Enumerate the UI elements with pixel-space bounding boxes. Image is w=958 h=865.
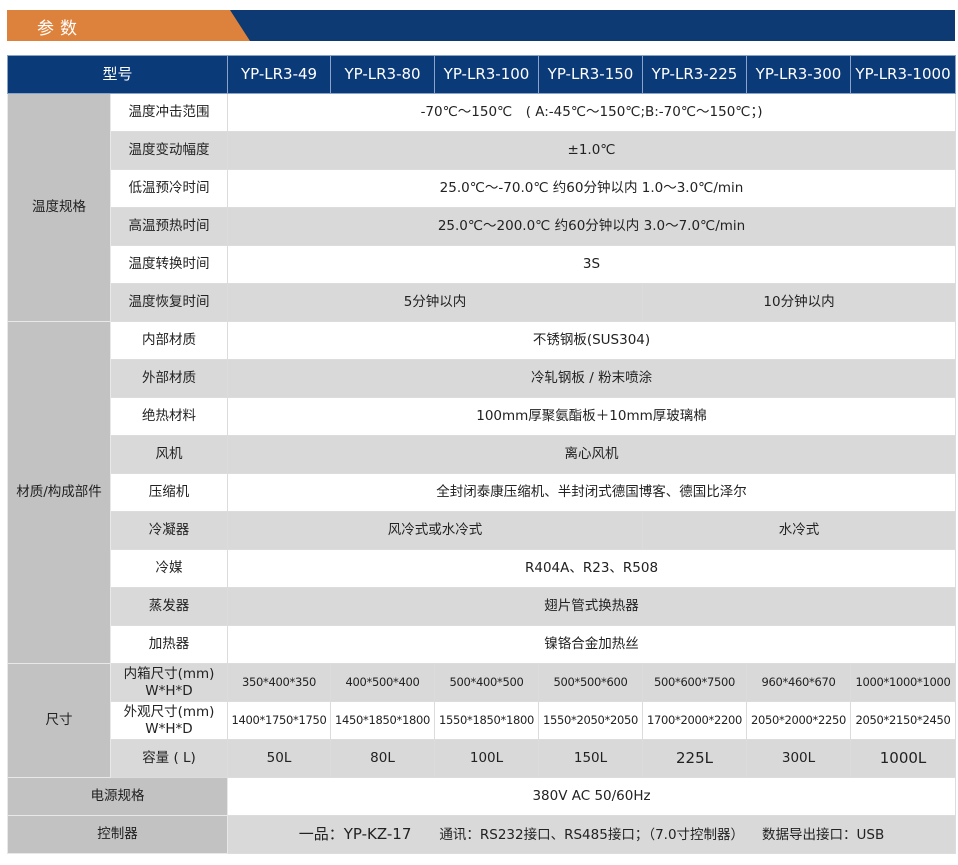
table-row: 尺寸 内箱尺寸(mm) W*H*D 350*400*350 400*500*400 500… bbox=[7, 663, 957, 778]
row-label: 蒸发器 bbox=[109, 587, 229, 626]
model-name: YP-LR3-300 bbox=[746, 55, 852, 94]
table-row: 蒸发器 翅片管式换热器 bbox=[8, 587, 957, 626]
row-value: ±1.0℃ bbox=[227, 131, 957, 170]
table-row: 温度变动幅度 ±1.0℃ bbox=[8, 131, 957, 170]
row-value: 300L bbox=[746, 739, 852, 778]
row-value: 150L bbox=[538, 739, 644, 778]
power-label: 电源规格 bbox=[6, 777, 229, 816]
row-value: 1550*1850*1800 bbox=[434, 701, 540, 740]
row-label: 加热器 bbox=[109, 625, 229, 664]
table-row: 材质/构成部件 内部材质 不锈钢板(SUS304) bbox=[7, 321, 957, 664]
table-row: 冷媒 R404A、R23、R508 bbox=[8, 549, 957, 588]
row-value: 1550*2050*2050 bbox=[538, 701, 644, 740]
group-label: 温度规格 bbox=[7, 93, 111, 322]
model-name: YP-LR3-49 bbox=[227, 55, 332, 94]
row-label: 内部材质 bbox=[109, 321, 229, 360]
controller-export: 数据导出接口：USB bbox=[762, 826, 885, 843]
row-value: 镍铬合金加热丝 bbox=[227, 625, 957, 664]
table-row: 冷凝器 风冷式或水冷式 水冷式 bbox=[8, 511, 957, 550]
spec-table: 型号 YP-LR3-49 YP-LR3-80 YP-LR3-100 YP-LR3-150… bbox=[6, 55, 957, 854]
row-label: 压缩机 bbox=[109, 473, 229, 512]
group-label: 材质/构成部件 bbox=[7, 321, 111, 664]
row-value: 500*600*7500 bbox=[642, 663, 748, 702]
row-value: 翅片管式换热器 bbox=[227, 587, 957, 626]
row-value: 离心风机 bbox=[227, 435, 957, 474]
row-label: 冷媒 bbox=[109, 549, 229, 588]
power-value: 380V AC 50/60Hz bbox=[227, 777, 957, 816]
row-label: 高温预热时间 bbox=[109, 207, 229, 246]
controller-model: 一品：YP-KZ-17 bbox=[298, 824, 412, 843]
row-value: 3S bbox=[227, 245, 957, 284]
group-label: 尺寸 bbox=[7, 663, 111, 778]
model-name: YP-LR3-80 bbox=[330, 55, 436, 94]
row-value: 100L bbox=[434, 739, 540, 778]
row-value: 1000L bbox=[850, 739, 957, 778]
row-value: 400*500*400 bbox=[330, 663, 436, 702]
row-label: 低温预冷时间 bbox=[109, 169, 229, 208]
banner-title: 参数 bbox=[37, 19, 83, 39]
row-value: 1450*1850*1800 bbox=[330, 701, 436, 740]
row-label: 容量 ( L) bbox=[109, 739, 229, 778]
row-value: R404A、R23、R508 bbox=[227, 549, 957, 588]
controller-label: 控制器 bbox=[6, 815, 229, 854]
table-row: 压缩机 全封闭泰康压缩机、半封闭式德国博客、德国比泽尔 bbox=[8, 473, 957, 512]
table-row: 温度恢复时间 5分钟以内 10分钟以内 bbox=[8, 283, 957, 322]
row-value: 500*400*500 bbox=[434, 663, 540, 702]
row-label: 外观尺寸(mm) W*H*D bbox=[109, 701, 229, 740]
model-name: YP-LR3-100 bbox=[434, 55, 540, 94]
table-row: 低温预冷时间 25.0℃～-70.0℃ 约60分钟以内 1.0～3.0℃/min bbox=[8, 169, 957, 208]
row-value: 1400*1750*1750 bbox=[227, 701, 332, 740]
banner-accent bbox=[7, 10, 250, 41]
row-label: 外部材质 bbox=[109, 359, 229, 398]
row-value: 水冷式 bbox=[642, 511, 957, 550]
row-value: 80L bbox=[330, 739, 436, 778]
row-label: 绝热材料 bbox=[109, 397, 229, 436]
row-label: 风机 bbox=[109, 435, 229, 474]
table-row: 高温预热时间 25.0℃～200.0℃ 约60分钟以内 3.0～7.0℃/min bbox=[8, 207, 957, 246]
table-row: 加热器 镍铬合金加热丝 bbox=[8, 625, 957, 664]
row-value: 2050*2150*2450 bbox=[850, 701, 957, 740]
section-banner: 参数 bbox=[7, 10, 955, 41]
model-header: 型号 bbox=[6, 55, 229, 94]
row-value: -70℃～150℃ ( A:-45℃～150℃;B:-70℃～150℃；) bbox=[227, 93, 957, 132]
table-row: 容量 ( L) 50L 80L 100L 150L 225L 300L 1000L bbox=[8, 739, 957, 778]
row-label: 温度变动幅度 bbox=[109, 131, 229, 170]
power-row: 电源规格 380V AC 50/60Hz bbox=[6, 777, 957, 816]
row-value: 50L bbox=[227, 739, 332, 778]
header-row: 型号 YP-LR3-49 YP-LR3-80 YP-LR3-100 YP-LR3-150… bbox=[6, 55, 957, 94]
table-row: 绝热材料 100mm厚聚氨酯板＋10mm厚玻璃棉 bbox=[8, 397, 957, 436]
row-value: 冷轧钢板 / 粉末喷涂 bbox=[227, 359, 957, 398]
row-value: 25.0℃～200.0℃ 约60分钟以内 3.0～7.0℃/min bbox=[227, 207, 957, 246]
row-label: 内箱尺寸(mm) W*H*D bbox=[109, 663, 229, 702]
controller-row: 控制器 一品：YP-KZ-17 通讯：RS232接口、RS485接口；（7.0寸控制… bbox=[6, 815, 957, 854]
row-label: 冷凝器 bbox=[109, 511, 229, 550]
model-name: YP-LR3-150 bbox=[538, 55, 644, 94]
row-value: 5分钟以内 bbox=[227, 283, 644, 322]
row-value: 350*400*350 bbox=[227, 663, 332, 702]
row-value: 960*460*670 bbox=[746, 663, 852, 702]
row-value: 500*500*600 bbox=[538, 663, 644, 702]
row-value: 不锈钢板(SUS304) bbox=[227, 321, 957, 360]
row-label: 温度冲击范围 bbox=[109, 93, 229, 132]
row-value: 2050*2000*2250 bbox=[746, 701, 852, 740]
row-value: 全封闭泰康压缩机、半封闭式德国博客、德国比泽尔 bbox=[227, 473, 957, 512]
row-value: 225L bbox=[642, 739, 748, 778]
table-row: 风机 离心风机 bbox=[8, 435, 957, 474]
table-row: 温度规格 温度冲击范围 -70℃～150℃ ( A:-45℃～150℃;B:-70℃… bbox=[7, 93, 957, 322]
controller-comm: 通讯：RS232接口、RS485接口；（7.0寸控制器） bbox=[439, 826, 745, 843]
row-label: 温度转换时间 bbox=[109, 245, 229, 284]
table-row: 温度转换时间 3S bbox=[8, 245, 957, 284]
table-row: 外观尺寸(mm) W*H*D 1400*1750*1750 1450*1850*180… bbox=[8, 701, 957, 740]
model-name: YP-LR3-1000 bbox=[850, 55, 957, 94]
row-value: 100mm厚聚氨酯板＋10mm厚玻璃棉 bbox=[227, 397, 957, 436]
row-label: 温度恢复时间 bbox=[109, 283, 229, 322]
row-value: 10分钟以内 bbox=[642, 283, 957, 322]
row-value: 1700*2000*2200 bbox=[642, 701, 748, 740]
row-value: 25.0℃～-70.0℃ 约60分钟以内 1.0～3.0℃/min bbox=[227, 169, 957, 208]
row-value: 1000*1000*1000 bbox=[850, 663, 957, 702]
controller-value: 一品：YP-KZ-17 通讯：RS232接口、RS485接口；（7.0寸控制器） 数… bbox=[227, 815, 957, 854]
model-name: YP-LR3-225 bbox=[642, 55, 748, 94]
row-value: 风冷式或水冷式 bbox=[227, 511, 644, 550]
table-row: 外部材质 冷轧钢板 / 粉末喷涂 bbox=[8, 359, 957, 398]
